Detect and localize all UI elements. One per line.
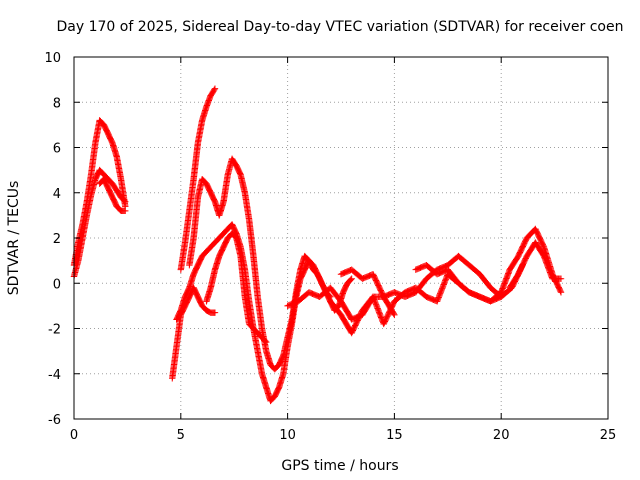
y-tick-label: 0: [53, 277, 61, 292]
y-tick-label: -6: [48, 413, 61, 428]
series-sat-a: [70, 117, 129, 269]
data-point: [121, 197, 128, 205]
data-point: [262, 337, 269, 345]
y-tick-label: -2: [48, 323, 61, 338]
grid-layer: [74, 57, 608, 419]
data-point: [211, 85, 219, 92]
y-tick-label: 6: [53, 142, 61, 157]
series-sat-h: [203, 230, 270, 346]
y-tick-label: 10: [44, 51, 61, 66]
x-tick-label: 10: [279, 428, 296, 443]
x-axis-label: GPS time / hours: [281, 458, 398, 474]
series-sat-n: [506, 239, 565, 291]
y-tick-label: 8: [53, 96, 61, 111]
series-sat-f: [173, 221, 334, 405]
y-tick-label: 2: [53, 232, 61, 247]
data-point: [347, 276, 355, 283]
x-tick-label: 20: [493, 428, 510, 443]
data-point: [211, 309, 219, 316]
data-point: [122, 207, 129, 215]
tick-layer: 0 5 10 15 20 25 -6 -4 -2 0 2 4 6 8 10: [44, 51, 616, 443]
x-tick-label: 0: [70, 428, 78, 443]
data-point: [557, 289, 565, 296]
series-sat-k: [337, 266, 398, 319]
y-tick-label: 4: [53, 187, 61, 202]
series-sat-l: [412, 261, 505, 305]
series-sat-b: [70, 166, 129, 280]
data-point: [263, 338, 270, 346]
chart-title: Day 170 of 2025, Sidereal Day-to-day VTE…: [57, 19, 624, 35]
data-point: [211, 86, 218, 94]
data-point: [348, 275, 355, 282]
series-sat-g: [186, 155, 355, 373]
data-point: [557, 287, 564, 295]
series-sat-d: [169, 284, 219, 382]
data-point: [122, 198, 129, 205]
y-tick-label: -4: [48, 368, 61, 383]
data-point: [391, 311, 398, 319]
x-tick-label: 25: [600, 428, 617, 443]
series-sat-m: [498, 225, 565, 296]
y-axis-label: SDTVAR / TECUs: [6, 181, 22, 296]
data-point: [557, 275, 565, 282]
series-sat-c: [96, 175, 129, 215]
x-tick-label: 15: [386, 428, 403, 443]
series-sat-e: [177, 85, 219, 273]
data-layer: [70, 85, 565, 405]
data-point: [390, 310, 397, 317]
x-tick-label: 5: [177, 428, 185, 443]
